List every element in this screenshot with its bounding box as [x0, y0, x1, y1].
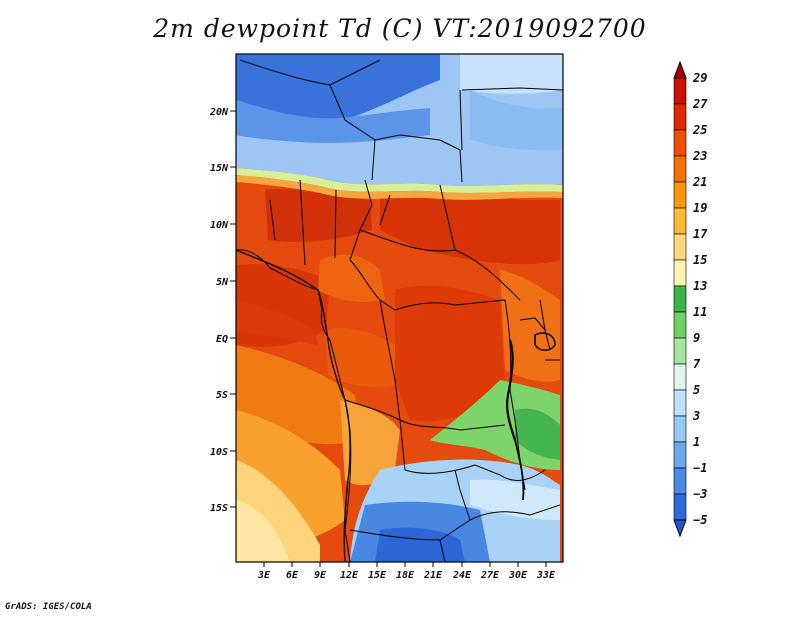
lat-label-5s: 5S — [216, 390, 228, 401]
lat-label-5n: 5N — [216, 277, 229, 288]
lat-label-10s: 10S — [210, 447, 228, 458]
lon-label-33e: 33E — [536, 570, 556, 581]
colorbar-label: −5 — [693, 513, 707, 527]
dewpoint-field — [236, 54, 563, 562]
colorbar: 29 27 25 23 21 19 17 15 13 11 9 7 5 3 1 −1 −3 −5 — [673, 60, 708, 538]
colorbar-label: 15 — [693, 253, 707, 267]
colorbar-bottom-arrow — [673, 519, 687, 538]
colorbar-label: −1 — [693, 461, 707, 475]
lat-label-15s: 15S — [210, 503, 228, 514]
lon-label-3e: 3E — [257, 570, 271, 581]
lon-label-12e: 12E — [340, 570, 359, 581]
colorbar-label: 3 — [692, 409, 700, 423]
lon-label-9e: 9E — [314, 570, 327, 581]
colorbar-swatch — [673, 207, 687, 235]
chart-title: 2m dewpoint Td (C) VT:2019092700 — [153, 14, 647, 43]
colorbar-swatch — [673, 233, 687, 261]
colorbar-swatch — [673, 441, 687, 469]
colorbar-swatch — [673, 363, 687, 391]
lat-label-15n: 15N — [210, 163, 229, 174]
colorbar-swatch — [673, 129, 687, 157]
colorbar-swatch — [673, 311, 687, 339]
colorbar-swatch — [673, 285, 687, 313]
colorbar-label: 9 — [693, 331, 700, 345]
colorbar-label: 21 — [692, 175, 707, 189]
colorbar-label: 1 — [693, 435, 700, 449]
lat-label-eq: EQ — [216, 334, 228, 345]
colorbar-label: 19 — [693, 201, 707, 215]
colorbar-swatch — [673, 493, 687, 521]
lon-label-18e: 18E — [396, 570, 415, 581]
colorbar-swatch — [673, 77, 687, 105]
colorbar-swatch — [673, 103, 687, 131]
lon-axis: 3E 6E 9E 12E 15E 18E 21E 24E 27E 30E 33E — [257, 562, 556, 581]
colorbar-label: 11 — [693, 305, 707, 319]
colorbar-swatch — [673, 415, 687, 443]
colorbar-label: 25 — [692, 123, 707, 137]
lat-label-10n: 10N — [210, 220, 229, 231]
colorbar-swatch — [673, 467, 687, 495]
grads-credit: GrADS: IGES/COLA — [5, 602, 92, 612]
colorbar-label: 23 — [692, 149, 707, 163]
lon-label-21e: 21E — [423, 570, 443, 581]
colorbar-swatch — [673, 337, 687, 365]
lon-label-24e: 24E — [452, 570, 472, 581]
colorbar-swatch — [673, 389, 687, 417]
colorbar-label: 17 — [693, 227, 708, 241]
colorbar-swatch — [673, 155, 687, 183]
colorbar-label: 7 — [693, 357, 701, 371]
lon-label-6e: 6E — [286, 570, 299, 581]
colorbar-label: −3 — [693, 487, 707, 501]
colorbar-label: 13 — [693, 279, 707, 293]
country-borders — [236, 59, 563, 562]
colorbar-top-arrow — [673, 60, 687, 79]
colorbar-label: 5 — [693, 383, 700, 397]
lon-label-15e: 15E — [368, 570, 387, 581]
colorbar-swatch — [673, 181, 687, 209]
colorbar-swatch — [673, 259, 687, 287]
colorbar-label: 27 — [692, 97, 708, 111]
lat-axis: 20N 15N 10N 5N EQ 5S 10S 15S — [209, 107, 236, 514]
colorbar-label: 29 — [692, 71, 707, 85]
lon-label-27e: 27E — [480, 570, 500, 581]
lon-label-30e: 30E — [508, 570, 528, 581]
lat-label-20n: 20N — [209, 107, 229, 118]
